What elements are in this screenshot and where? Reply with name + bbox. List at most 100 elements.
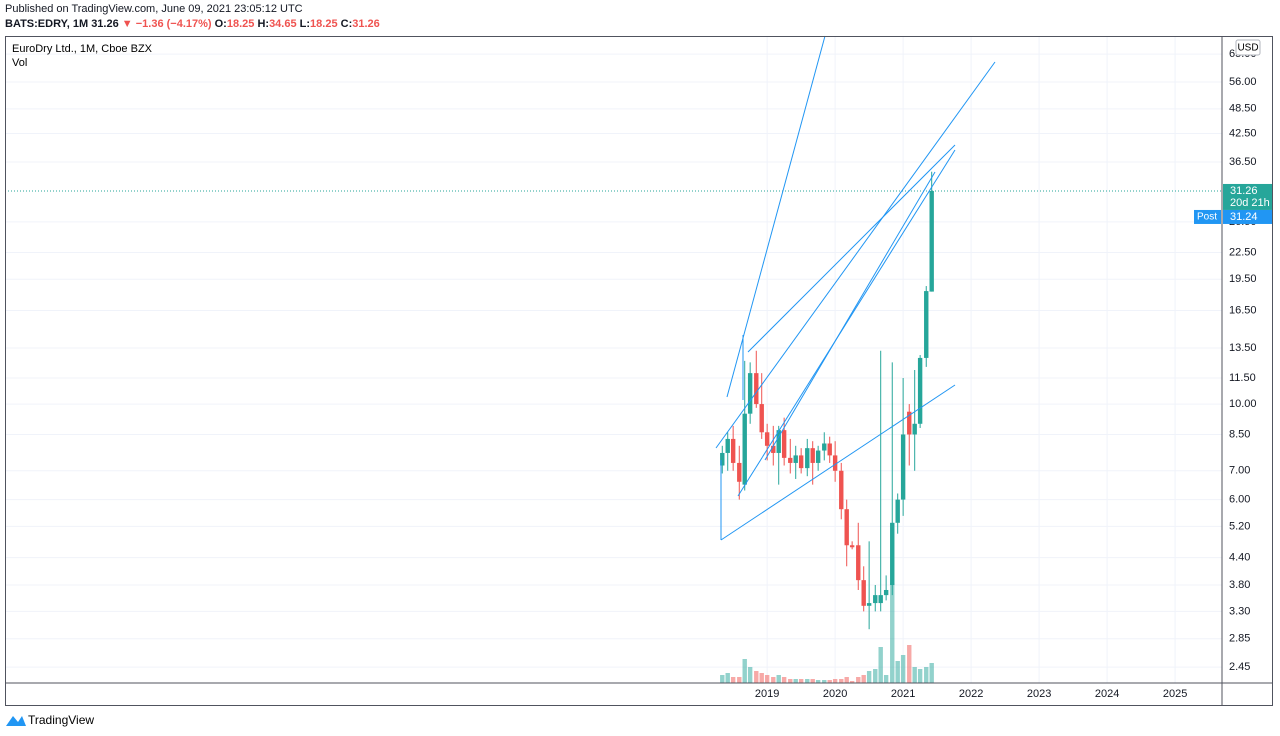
candle-body: [742, 413, 747, 485]
trend-line: [737, 149, 956, 497]
volume-bar: [861, 675, 866, 683]
volume-bar: [742, 659, 747, 683]
ohlc-label: C:: [340, 18, 353, 30]
volume-bar: [839, 679, 844, 683]
trend-line: [726, 35, 826, 398]
y-tick-label: 36.50: [1229, 156, 1257, 168]
candle-body: [890, 522, 895, 586]
post-label: Post: [1197, 212, 1217, 223]
x-tick-label: 2021: [891, 688, 915, 700]
volume-bar: [822, 680, 827, 683]
candle-body: [856, 545, 861, 581]
y-tick-label: 19.50: [1229, 273, 1257, 285]
chart-title: EuroDry Ltd., 1M, Cboe BZX: [12, 43, 153, 55]
candle-body: [861, 580, 866, 606]
volume-bar: [754, 671, 759, 683]
volume-bar: [730, 677, 736, 683]
ohlc-label: O:: [214, 18, 227, 30]
ohlc-value: 34.65: [269, 18, 297, 30]
y-tick-label: 3.30: [1229, 605, 1250, 617]
published-line: Published on TradingView.com, June 09, 2…: [5, 3, 303, 15]
volume-bar: [793, 679, 798, 683]
trend-line: [764, 171, 936, 461]
x-tick-label: 2024: [1095, 688, 1119, 700]
candle-body: [900, 434, 906, 500]
volume-bar: [720, 675, 725, 683]
candle-body: [873, 595, 878, 604]
published: Published on TradingView.com, June 09, 2…: [5, 3, 303, 15]
candle-body: [924, 291, 929, 358]
post-price: 31.24: [1230, 211, 1258, 223]
candle-body: [883, 589, 889, 596]
volume-bar: [873, 669, 878, 683]
volume-bar: [810, 679, 815, 683]
y-tick-label: 8.50: [1229, 428, 1250, 440]
y-tick-label: 13.50: [1229, 342, 1257, 354]
volume-bar: [907, 645, 912, 683]
y-tick-label: 11.50: [1229, 372, 1256, 384]
candle-body: [907, 411, 912, 435]
drawings: [715, 35, 996, 541]
x-tick-label: 2019: [755, 688, 779, 700]
post-box: [1194, 209, 1221, 224]
volume-bar: [805, 679, 810, 683]
candle-body: [839, 470, 844, 510]
volume-bar: [725, 673, 730, 683]
candle-body: [798, 455, 804, 469]
price-axis-bg: [1222, 36, 1273, 706]
countdown: 20d 21h: [1230, 197, 1270, 209]
symbol-line: BATS:EDRY, 1M 31.26 ▼ −1.36 (−4.17%) O:1…: [5, 18, 380, 30]
axis: 2.45 2.85 3.30 3.80 4.40 5.20 6.00 7.00 8.50 10.0…: [755, 48, 1272, 700]
candle-body: [815, 450, 821, 463]
y-tick-label: 3.80: [1229, 579, 1250, 591]
last-price: 31.26: [1230, 185, 1258, 197]
candle-body: [895, 499, 900, 523]
volume-bar: [866, 671, 872, 683]
volume-bar: [890, 583, 895, 683]
candle-body: [929, 190, 934, 292]
volume-bar: [849, 681, 855, 683]
brand: TradingView: [28, 713, 94, 727]
volume-bar: [759, 673, 764, 683]
volume-label: Vol: [12, 57, 27, 69]
volume-bar: [827, 680, 832, 683]
volume-bar: [912, 667, 917, 683]
y-tick-label: 6.00: [1229, 494, 1250, 506]
volume-bar: [900, 655, 906, 683]
volume-bar: [764, 675, 770, 683]
candle-body: [754, 373, 759, 405]
y-tick-label: 5.20: [1229, 520, 1250, 532]
candle-body: [849, 545, 855, 548]
brand-logo: [6, 716, 26, 726]
y-tick-label: 56.00: [1229, 76, 1257, 88]
y-tick-label: 22.50: [1229, 246, 1257, 258]
candle-body: [720, 452, 725, 466]
candle-body: [776, 430, 781, 453]
volume-bar: [856, 677, 861, 683]
candle-body: [793, 455, 798, 463]
volume-bar: [878, 647, 883, 683]
volume-bar: [776, 675, 781, 683]
volume-bar: [917, 669, 923, 683]
candle-body: [878, 595, 883, 604]
currency-badge: [1235, 39, 1261, 56]
ohlc-value: 18.25: [310, 18, 338, 30]
candle-body: [832, 455, 838, 471]
y-tick-label: 4.40: [1229, 552, 1250, 564]
ohlc-value: 18.25: [226, 18, 255, 30]
symbol: BATS:EDRY, 1M: [5, 18, 89, 30]
candle-body: [805, 448, 810, 469]
x-tick-label: 2022: [959, 688, 983, 700]
last-price-box: [1223, 183, 1272, 210]
last: 31.26: [91, 18, 119, 30]
candle-body: [771, 445, 776, 453]
y-tick-label: 42.50: [1229, 127, 1257, 139]
y-tick-label: 2.45: [1229, 661, 1250, 673]
volume-bar: [788, 679, 793, 683]
trend-line: [715, 61, 996, 449]
y-tick-label: 10.00: [1229, 398, 1257, 410]
volume-bar: [747, 667, 753, 683]
candle-body: [747, 373, 753, 414]
candle-body: [912, 423, 917, 435]
